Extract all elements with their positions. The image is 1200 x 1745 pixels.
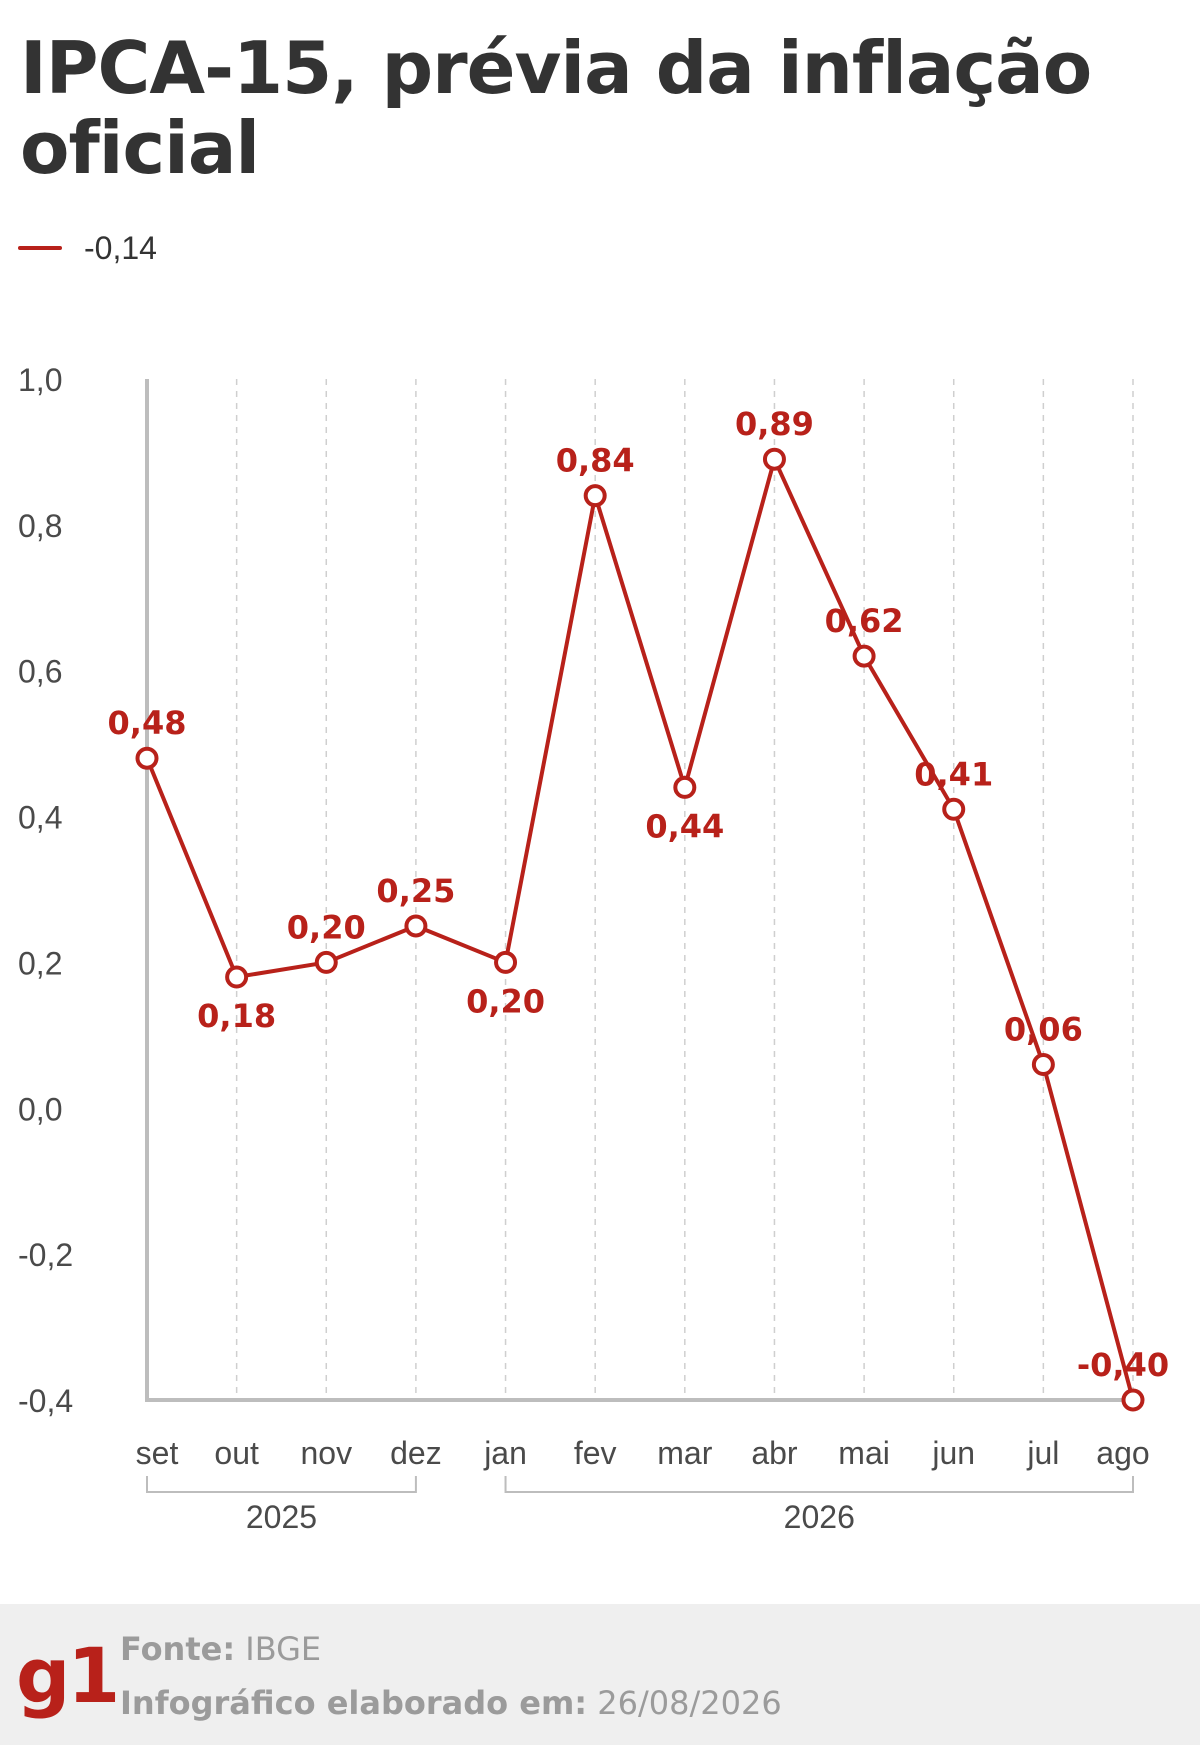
data-label-mar: 0,44 bbox=[645, 807, 724, 845]
line-chart: 1,0 0,8 0,6 0,4 0,2 0,0 -0,2 -0,4 set out nov dez j… bbox=[18, 362, 1170, 1535]
source-label: Fonte: bbox=[120, 1630, 236, 1668]
data-label-fev: 0,84 bbox=[556, 442, 635, 480]
y-tick-label: 0,8 bbox=[18, 508, 62, 544]
data-point-mar bbox=[673, 775, 697, 799]
data-label-abr: 0,89 bbox=[735, 405, 814, 443]
data-labels: 0,48 0,18 0,20 0,25 0,20 0,84 0,44 0,89 0,62 0,41… bbox=[108, 405, 1170, 1384]
legend-line-swatch bbox=[18, 246, 62, 250]
data-label-set: 0,48 bbox=[108, 704, 187, 742]
date-line: Infográfico elaborado em: 26/08/2026 bbox=[120, 1684, 782, 1722]
date-value: 26/08/2026 bbox=[597, 1684, 782, 1722]
x-tick-label-jun: jun bbox=[931, 1435, 975, 1471]
y-tick-label: 0,6 bbox=[18, 654, 62, 690]
x-tick-label-out: out bbox=[214, 1435, 259, 1471]
y-tick-label: 1,0 bbox=[18, 362, 62, 398]
series-line-path bbox=[145, 457, 1135, 1401]
data-point-fev bbox=[583, 484, 607, 508]
data-point-nov bbox=[314, 950, 338, 974]
data-label-ago: -0,40 bbox=[1077, 1346, 1169, 1384]
x-tick-label-abr: abr bbox=[751, 1435, 798, 1471]
y-tick-label: 0,2 bbox=[18, 945, 62, 981]
data-points bbox=[135, 447, 1145, 1412]
data-label-mai: 0,62 bbox=[825, 602, 904, 640]
data-point-jan bbox=[494, 950, 518, 974]
x-tick-label-dez: dez bbox=[390, 1435, 442, 1471]
date-label: Infográfico elaborado em: bbox=[120, 1684, 588, 1722]
x-tick-label-ago: ago bbox=[1096, 1435, 1149, 1471]
x-tick-label-jan: jan bbox=[483, 1435, 527, 1471]
legend-label: -0,14 bbox=[84, 229, 157, 266]
x-tick-label-nov: nov bbox=[300, 1435, 352, 1471]
data-point-mai bbox=[852, 644, 876, 668]
y-tick-label: -0,2 bbox=[18, 1237, 73, 1273]
x-tick-label-jul: jul bbox=[1026, 1435, 1059, 1471]
x-tick-labels: set out nov dez jan fev mar abr mai jun jul ago bbox=[136, 1435, 1150, 1471]
data-label-dez: 0,25 bbox=[376, 872, 455, 910]
source-value: IBGE bbox=[245, 1630, 322, 1668]
data-point-jun bbox=[942, 797, 966, 821]
data-point-dez bbox=[404, 914, 428, 938]
y-tick-label: -0,4 bbox=[18, 1383, 73, 1419]
x-tick-label-mar: mar bbox=[657, 1435, 712, 1471]
year-label-2026: 2026 bbox=[784, 1499, 855, 1535]
year-bracket-2026 bbox=[504, 1476, 1134, 1493]
data-label-jan: 0,20 bbox=[466, 982, 545, 1020]
data-point-jul bbox=[1031, 1053, 1055, 1077]
year-label-2025: 2025 bbox=[246, 1499, 317, 1535]
footer: g1 Fonte: IBGE Infográfico elaborado em:… bbox=[0, 1604, 1200, 1745]
chart-title: IPCA-15, prévia da inflação oficial bbox=[20, 26, 1092, 190]
data-point-out bbox=[225, 965, 249, 989]
x-tick-label-set: set bbox=[136, 1435, 179, 1471]
data-point-ago bbox=[1121, 1388, 1145, 1412]
data-label-jun: 0,41 bbox=[914, 755, 993, 793]
source-line: Fonte: IBGE bbox=[120, 1630, 321, 1668]
y-tick-label: 0,4 bbox=[18, 800, 62, 836]
data-label-nov: 0,20 bbox=[287, 908, 366, 946]
grid-lines bbox=[235, 379, 1134, 1400]
data-point-set bbox=[135, 746, 159, 770]
data-point-abr bbox=[762, 447, 786, 471]
data-label-jul: 0,06 bbox=[1004, 1011, 1083, 1049]
y-tick-labels: 1,0 0,8 0,6 0,4 0,2 0,0 -0,2 -0,4 bbox=[18, 362, 73, 1419]
data-label-out: 0,18 bbox=[197, 997, 276, 1035]
year-bracket-2025 bbox=[146, 1476, 417, 1493]
series-line bbox=[145, 457, 1135, 1401]
year-groups: 2025 2026 bbox=[146, 1476, 1134, 1535]
y-tick-label: 0,0 bbox=[18, 1091, 62, 1127]
x-tick-label-mai: mai bbox=[838, 1435, 890, 1471]
x-tick-label-fev: fev bbox=[574, 1435, 617, 1471]
legend: -0,14 bbox=[18, 228, 157, 268]
axes bbox=[145, 379, 1133, 1402]
g1-logo: g1 bbox=[16, 1631, 120, 1720]
